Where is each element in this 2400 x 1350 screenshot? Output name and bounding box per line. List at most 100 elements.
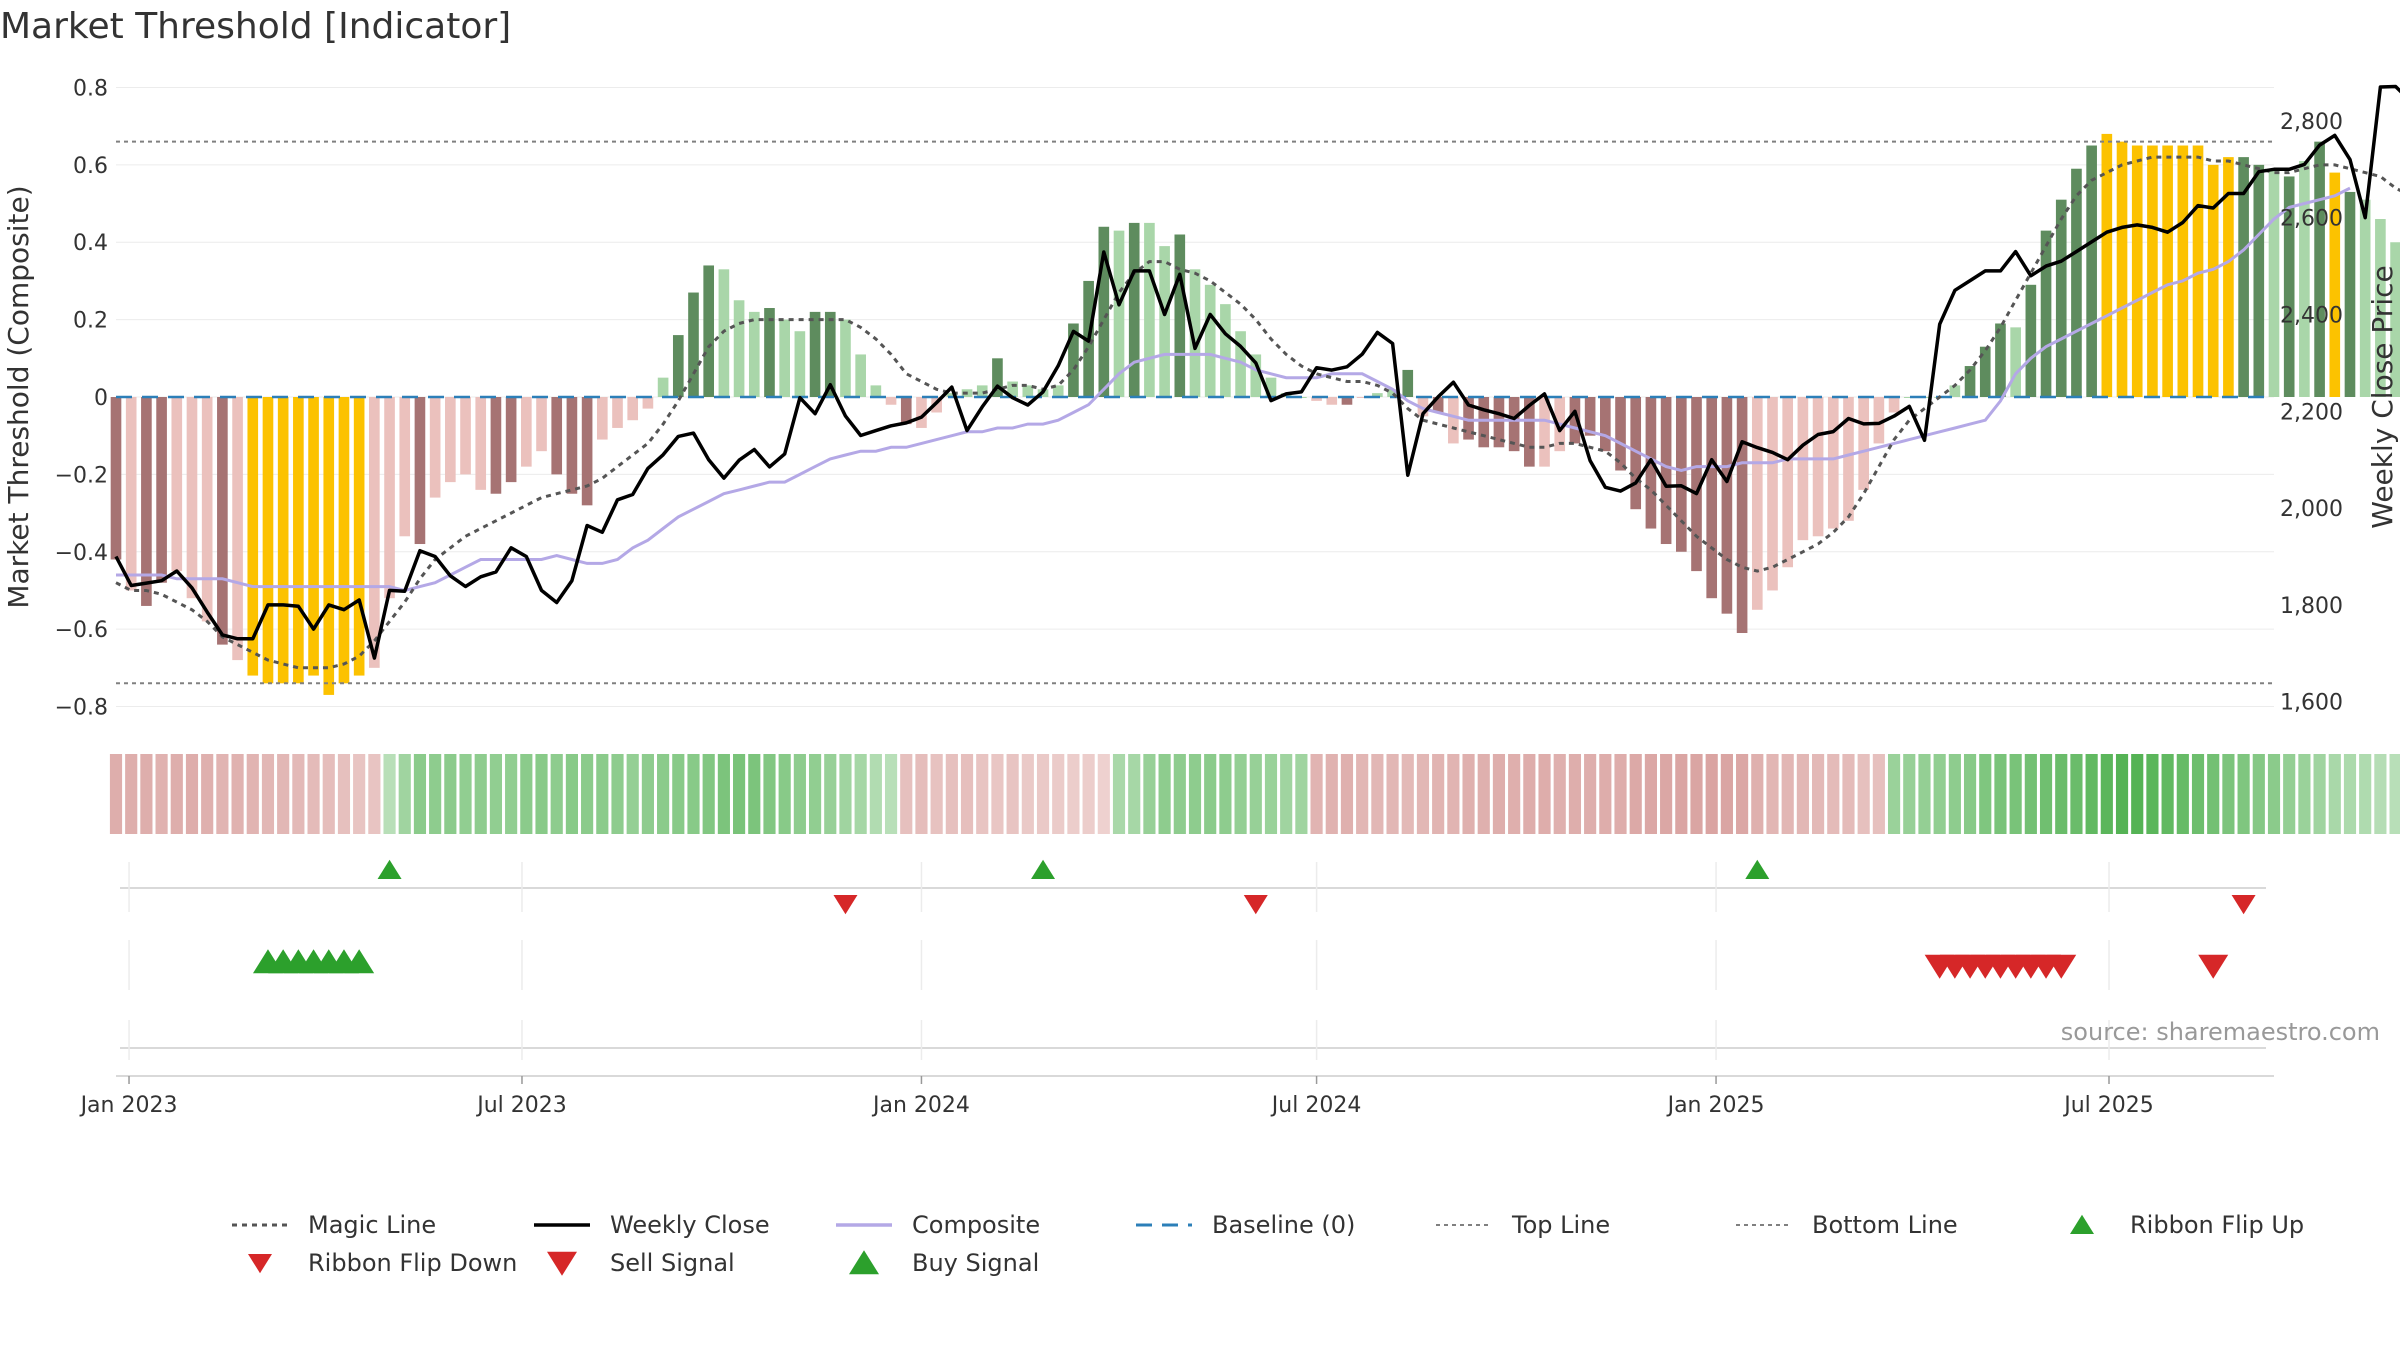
- ribbon-cell: [2313, 754, 2326, 834]
- ribbon-cell: [1994, 754, 2007, 834]
- ribbon-cell: [1553, 754, 1566, 834]
- ribbon-cell: [444, 754, 457, 834]
- y-right-tick-label: 2,200: [2280, 400, 2343, 425]
- threshold-bar: [1174, 234, 1186, 397]
- threshold-bar: [1326, 397, 1338, 405]
- ribbon-cell: [1796, 754, 1809, 834]
- ribbon-cell: [1204, 754, 1217, 834]
- ribbon-cell: [945, 754, 958, 834]
- ribbon-cell: [1903, 754, 1916, 834]
- ribbon-cell: [1112, 754, 1126, 834]
- threshold-bar: [1751, 397, 1763, 610]
- y-left-tick-label: 0.8: [73, 76, 108, 101]
- ribbon-cell: [778, 754, 791, 834]
- threshold-bar: [1797, 397, 1809, 541]
- ribbon-cell: [201, 754, 214, 834]
- y-right-tick-label: 1,800: [2280, 594, 2343, 619]
- threshold-bar: [688, 292, 699, 397]
- ribbon-cell: [1963, 754, 1977, 834]
- ribbon-cell: [170, 754, 183, 834]
- threshold-bar: [1812, 397, 1824, 537]
- legend-swatch: [2070, 1214, 2094, 1234]
- ribbon-cell: [459, 754, 472, 834]
- threshold-bar: [1858, 397, 1869, 490]
- ribbon-cell: [2283, 754, 2296, 834]
- ribbon-cell: [1052, 754, 1065, 834]
- composite-line: [116, 186, 2351, 593]
- ribbon-cell: [1979, 754, 1992, 834]
- ribbon-cell: [1158, 754, 1171, 834]
- ribbon-cell: [641, 754, 654, 834]
- ribbon-cell: [322, 754, 335, 834]
- y-left-tick-label: −0.8: [55, 696, 108, 721]
- threshold-bar: [1204, 284, 1216, 397]
- legend-swatch: [248, 1254, 272, 1274]
- threshold-bar: [490, 397, 502, 494]
- ribbon-cell: [2359, 754, 2372, 834]
- y-right-tick-label: 2,800: [2280, 110, 2343, 135]
- threshold-bar: [1113, 230, 1125, 397]
- threshold-bar: [1979, 346, 1991, 397]
- ribbon-cell: [1660, 754, 1673, 834]
- threshold-bar: [186, 397, 198, 599]
- ribbon-cell: [1781, 754, 1794, 834]
- threshold-bar: [2116, 141, 2128, 397]
- threshold-bar: [429, 397, 441, 498]
- ribbon-cell: [869, 754, 882, 834]
- ribbon-cell: [1690, 754, 1703, 834]
- threshold-bar: [672, 335, 684, 397]
- legend-entry-label: Baseline (0): [1212, 1211, 1355, 1239]
- y-right-tick-label: 2,400: [2280, 303, 2343, 328]
- threshold-bar: [1448, 397, 1459, 444]
- threshold-bar: [1675, 397, 1687, 552]
- threshold-bar: [2359, 199, 2371, 397]
- magic-line: [115, 155, 2400, 670]
- ribbon-layer: [109, 754, 2400, 834]
- ribbon-flip-up-marker: [1745, 859, 1770, 879]
- ribbon-cell: [1538, 754, 1551, 834]
- threshold-bar: [794, 331, 806, 397]
- ribbon-cell: [808, 754, 822, 834]
- legend-entry-label: Ribbon Flip Up: [2130, 1211, 2304, 1239]
- threshold-bar: [2207, 164, 2219, 397]
- ribbon-cell: [2343, 754, 2357, 834]
- threshold-bar: [748, 311, 760, 397]
- threshold-bar: [2010, 327, 2021, 397]
- threshold-bar: [1387, 389, 1398, 397]
- threshold-bar: [642, 397, 654, 409]
- ribbon-cell: [1933, 754, 1946, 834]
- x-tick-label: Jan 2024: [871, 1093, 970, 1118]
- threshold-bar: [2253, 164, 2265, 397]
- ribbon-cell: [1508, 754, 1521, 834]
- threshold-bar: [733, 300, 745, 397]
- legend: Magic Line Weekly Close Composite Baseline …: [232, 1211, 2304, 1277]
- ribbon-cell: [1462, 754, 1475, 834]
- ribbon-cell: [2085, 754, 2098, 834]
- ribbon-cell: [1629, 754, 1642, 834]
- ribbon-cell: [1720, 754, 1733, 834]
- threshold-bar: [1189, 269, 1201, 397]
- threshold-bar: [201, 397, 213, 622]
- ribbon-cell: [1751, 754, 1764, 834]
- sell-signal-marker: [2198, 954, 2229, 979]
- ribbon-cell: [1128, 754, 1141, 834]
- ribbon-cell: [733, 754, 746, 834]
- ribbon-cell: [1477, 754, 1490, 834]
- ribbon-flip-down-marker: [2231, 895, 2256, 915]
- threshold-bar: [2147, 145, 2158, 397]
- x-tick-label: Jul 2025: [2062, 1093, 2154, 1118]
- threshold-bar: [596, 397, 608, 440]
- ribbon-cell: [1568, 754, 1582, 834]
- ribbon-cell: [277, 754, 290, 834]
- threshold-bar: [703, 265, 715, 397]
- ribbon-cell: [2374, 754, 2387, 834]
- threshold-bar: [2071, 168, 2082, 397]
- ribbon-cell: [565, 754, 578, 834]
- threshold-bar: [1949, 385, 1961, 397]
- threshold-bar: [1600, 397, 1611, 452]
- threshold-bar: [1660, 397, 1672, 545]
- threshold-bar: [293, 397, 304, 684]
- threshold-bar: [1235, 331, 1246, 397]
- threshold-bar: [277, 397, 289, 684]
- threshold-bar: [1782, 397, 1794, 568]
